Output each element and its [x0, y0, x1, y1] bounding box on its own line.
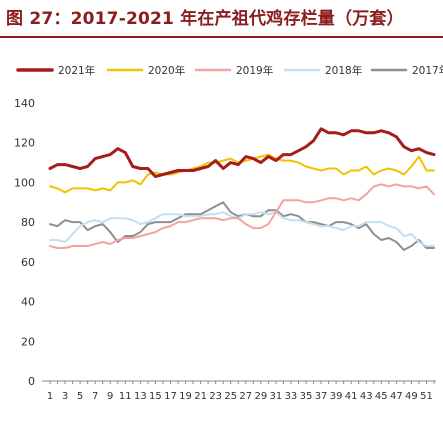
legend: 2021年 2020年 2019年 2018年 2017年: [16, 64, 443, 77]
y-tick-label: 80: [21, 216, 35, 229]
y-tick-label: 20: [21, 335, 35, 348]
title-divider: [0, 36, 443, 38]
chart-title: 图 27：2017-2021 年在产祖代鸡存栏量（万套）: [6, 9, 404, 29]
x-tick-label: 43: [360, 391, 373, 402]
x-tick-label: 31: [270, 391, 283, 402]
x-tick-label: 1: [47, 391, 53, 402]
y-tick-label: 60: [21, 256, 35, 269]
x-tick-label: 49: [405, 391, 418, 402]
x-tick-label: 11: [119, 391, 132, 402]
legend-label: 2019年: [236, 64, 273, 77]
y-tick-label: 100: [14, 176, 35, 189]
x-tick-label: 37: [315, 391, 328, 402]
x-tick-label: 7: [92, 391, 98, 402]
x-tick-label: 35: [300, 391, 313, 402]
x-tick-label: 15: [149, 391, 162, 402]
x-tick-label: 39: [330, 391, 343, 402]
series-line-2018年: [49, 211, 435, 247]
x-tick-label: 3: [62, 391, 68, 402]
x-tick-label: 9: [107, 391, 113, 402]
y-tick-label: 40: [21, 296, 35, 309]
series-lines: [48, 127, 436, 251]
x-tick-label: 25: [224, 391, 237, 402]
x-tick-label: 21: [194, 391, 207, 402]
x-tick-label: 41: [345, 391, 358, 402]
y-tick-label: 0: [28, 375, 35, 388]
legend-label: 2021年: [58, 64, 95, 77]
x-tick-label: 5: [77, 391, 83, 402]
x-tick-label: 29: [254, 391, 267, 402]
x-tick-label: 19: [179, 391, 192, 402]
x-tick-label: 33: [285, 391, 298, 402]
x-tick-label: 17: [164, 391, 177, 402]
series-line-2021年: [48, 127, 436, 178]
x-tick-label: 51: [420, 391, 433, 402]
x-tick-label: 13: [134, 391, 147, 402]
legend-label: 2017年: [412, 64, 443, 77]
x-tick-label: 27: [239, 391, 252, 402]
x-tick-label: 23: [209, 391, 222, 402]
y-tick-label: 120: [14, 137, 35, 150]
x-tick-label: 45: [375, 391, 388, 402]
series-line-2019年: [49, 183, 435, 249]
x-tick-label: 47: [390, 391, 403, 402]
legend-label: 2018年: [325, 64, 362, 77]
legend-label: 2020年: [148, 64, 185, 77]
y-tick-label: 140: [14, 97, 35, 110]
